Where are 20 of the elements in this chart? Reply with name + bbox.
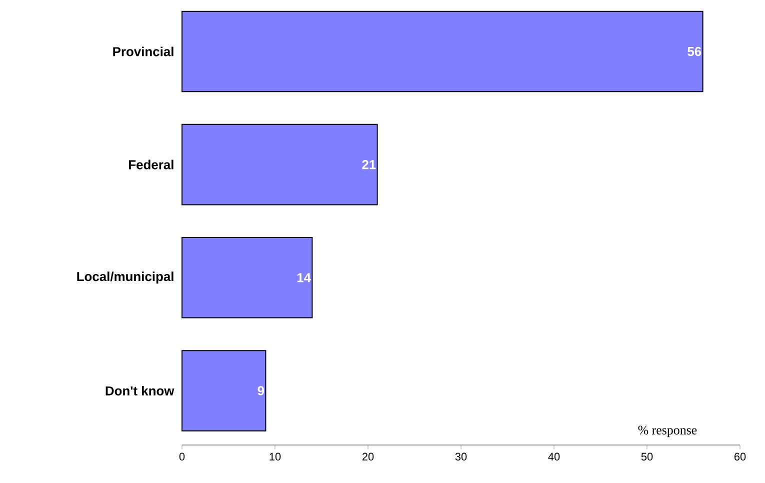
bar: [182, 350, 266, 432]
y-tick-label: Provincial: [113, 46, 174, 56]
x-tick-label: 20: [362, 452, 374, 461]
y-tick-label: Local/municipal: [77, 272, 174, 284]
x-tick-label: 60: [734, 452, 746, 461]
data-label: 56: [688, 46, 702, 56]
data-label: 21: [362, 160, 376, 170]
x-tick-label: 10: [270, 452, 281, 461]
x-axis-title: % response: [638, 426, 697, 438]
data-label: 14: [297, 273, 311, 282]
x-tick-label: 50: [641, 452, 653, 461]
data-label: 9: [258, 386, 264, 396]
bar: [182, 10, 704, 92]
x-tick-label: 0: [179, 452, 185, 461]
bar: [182, 237, 313, 318]
x-tick-label: 40: [548, 452, 560, 461]
x-tick-label: 30: [455, 452, 467, 461]
y-tick-label: Don't know: [106, 386, 174, 396]
bar: [182, 124, 378, 206]
y-tick-label: Federal: [129, 160, 174, 170]
